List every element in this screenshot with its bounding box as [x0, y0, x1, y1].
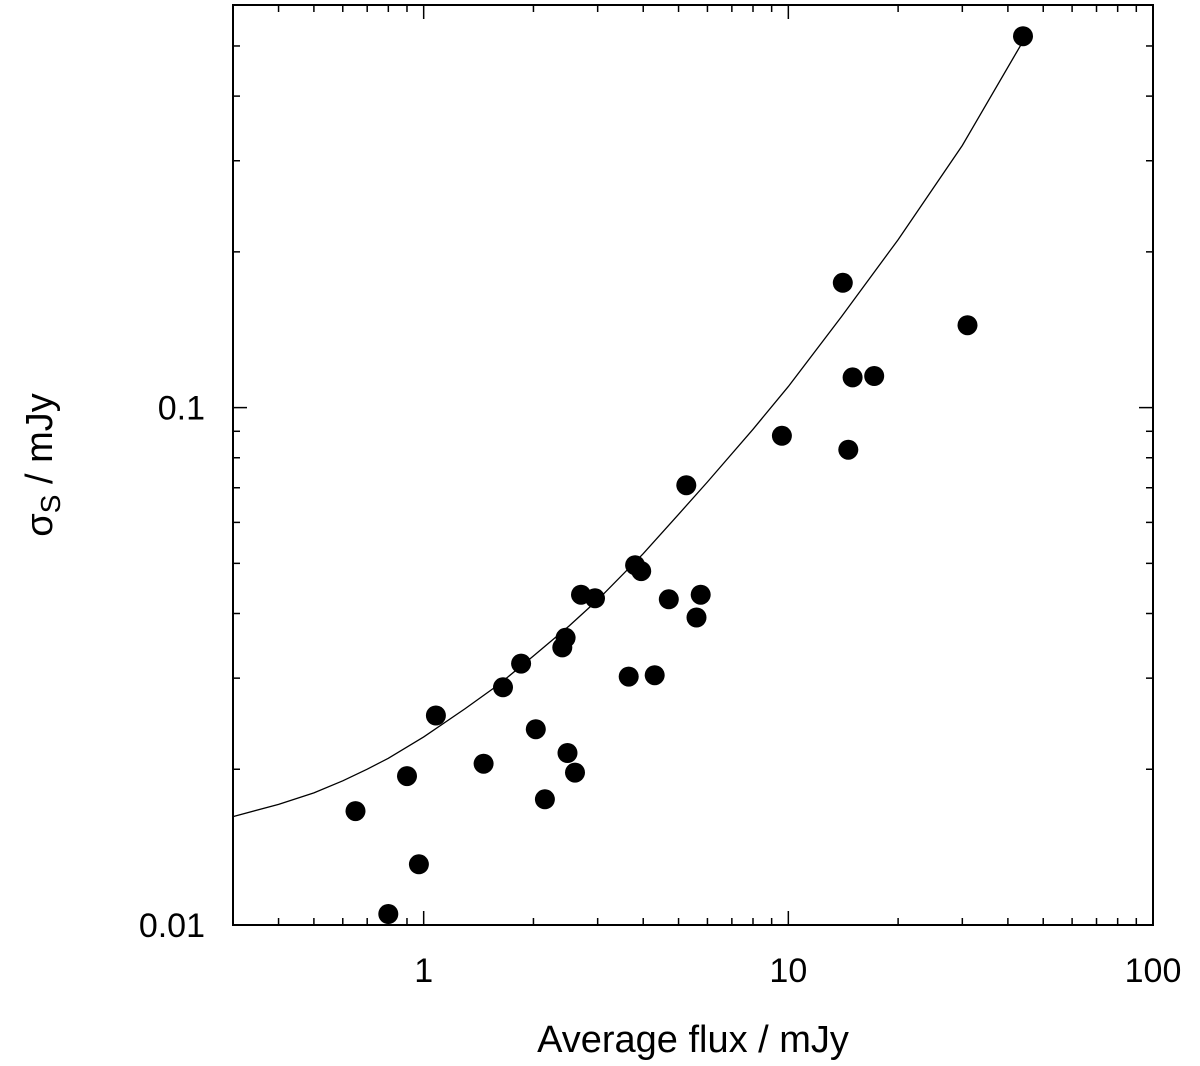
- y-tick-label: 0.01: [139, 907, 205, 945]
- data-point: [425, 705, 446, 726]
- data-point: [534, 789, 555, 810]
- ticks-layer: [232, 4, 1154, 926]
- x-tick-label: 10: [769, 952, 807, 990]
- data-point: [838, 439, 859, 460]
- data-point: [397, 766, 417, 787]
- y-axis-label-sigma: σ: [19, 513, 61, 536]
- data-point: [493, 677, 513, 698]
- x-tick-label: 1: [414, 952, 433, 990]
- data-point: [345, 801, 366, 822]
- fit-curve: [232, 40, 1024, 818]
- data-point: [832, 272, 853, 293]
- data-point: [557, 743, 578, 763]
- data-point: [864, 366, 885, 386]
- data-point: [1013, 26, 1033, 47]
- data-point: [408, 854, 429, 875]
- data-point: [658, 589, 679, 610]
- data-point: [555, 627, 576, 648]
- data-point: [676, 475, 697, 496]
- x-axis-label: Average flux / mJy: [537, 1019, 849, 1061]
- data-point: [525, 719, 546, 740]
- data-point: [473, 753, 494, 774]
- tick-labels-layer: 1 10 100 0.01 0.1: [139, 390, 1182, 990]
- y-axis-label: σS / mJy: [19, 393, 66, 536]
- data-point: [957, 315, 978, 336]
- data-point: [842, 367, 863, 388]
- plot-frame: [232, 4, 1154, 926]
- y-axis-label-subscript: S: [35, 495, 66, 514]
- data-point: [644, 665, 665, 686]
- data-point: [565, 762, 585, 783]
- y-tick-label: 0.1: [158, 390, 205, 428]
- data-point: [686, 607, 707, 628]
- data-point: [771, 425, 792, 446]
- data-point: [690, 584, 711, 605]
- data-point: [378, 904, 399, 924]
- data-point: [618, 666, 639, 687]
- data-point: [511, 653, 532, 674]
- x-tick-label: 100: [1125, 952, 1182, 990]
- data-point: [585, 588, 605, 609]
- fit-curve-layer: [232, 40, 1024, 818]
- data-points-layer: [345, 26, 1033, 924]
- y-axis-label-units: / mJy: [19, 393, 61, 494]
- data-point: [631, 561, 652, 582]
